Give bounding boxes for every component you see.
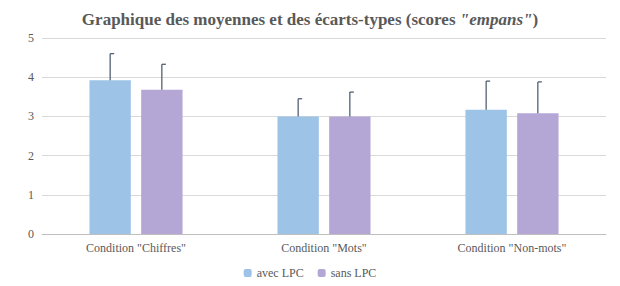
svg-text:sans LPC: sans LPC <box>331 266 377 280</box>
svg-text:3: 3 <box>28 109 34 123</box>
svg-text:"empans": "empans" <box>460 10 533 29</box>
svg-text:): ) <box>532 10 538 29</box>
svg-text:Condition "Non-mots": Condition "Non-mots" <box>458 241 567 255</box>
svg-text:avec LPC: avec LPC <box>257 266 304 280</box>
svg-text:5: 5 <box>28 31 34 45</box>
svg-text:Graphique des moyennes et des: Graphique des moyennes et des écarts-typ… <box>82 10 460 29</box>
svg-text:4: 4 <box>28 70 34 84</box>
svg-text:2: 2 <box>28 149 34 163</box>
svg-text:1: 1 <box>28 188 34 202</box>
svg-text:0: 0 <box>28 227 34 241</box>
svg-text:Condition "Chiffres": Condition "Chiffres" <box>86 241 186 255</box>
svg-text:Condition "Mots": Condition "Mots" <box>281 241 367 255</box>
